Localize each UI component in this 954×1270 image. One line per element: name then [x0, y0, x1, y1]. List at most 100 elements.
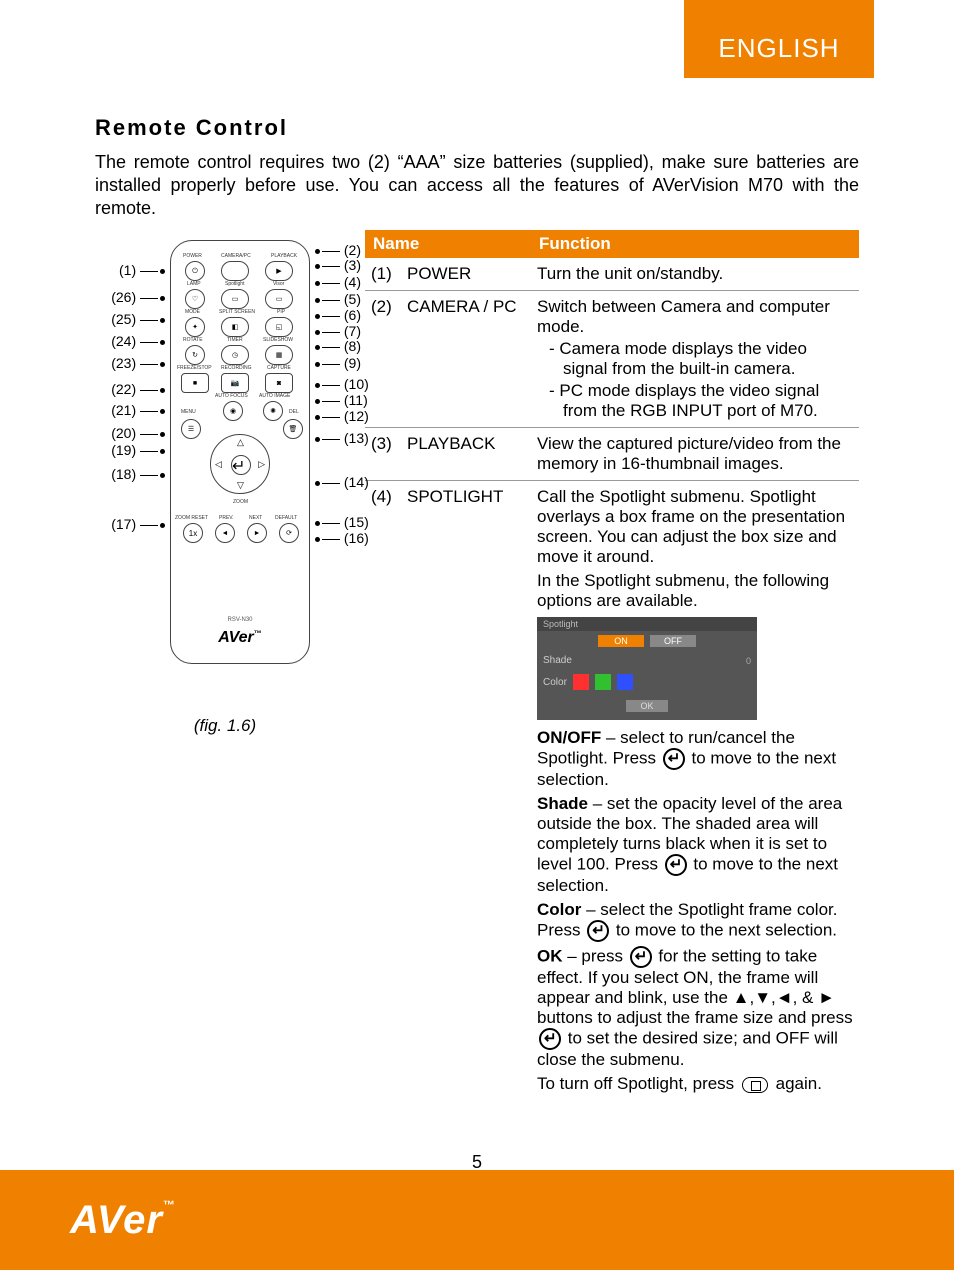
color-label: Color [537, 900, 581, 919]
callout-right: (5) [313, 291, 361, 307]
page-number: 5 [0, 1152, 954, 1173]
callout-right: (15) [313, 514, 369, 530]
callout-left: (17) [95, 516, 167, 532]
table-row: (2) CAMERA / PC Switch between Camera an… [365, 291, 859, 428]
row-name: POWER [401, 258, 531, 291]
callout-left: (18) [95, 466, 167, 482]
callout-left: (24) [95, 333, 167, 349]
callout-right: (14) [313, 474, 369, 490]
content-area: Remote Control The remote control requir… [95, 115, 859, 1104]
enter-icon: ↵ [231, 455, 251, 475]
callout-right: (8) [313, 338, 361, 354]
footer-logo: AVer™ [70, 1198, 176, 1243]
spotlight-ok-button: OK [626, 700, 667, 712]
rotate-icon: ↻ [185, 345, 205, 365]
camera-pc-icon [221, 261, 249, 281]
spotlight-on-pill: ON [598, 635, 644, 647]
spotlight-submenu: Spotlight ON OFF Shade 0 [537, 617, 757, 720]
lamp-icon: ♡ [185, 289, 205, 309]
callout-left: (20) [95, 425, 167, 441]
figure-caption: (fig. 1.6) [95, 716, 355, 736]
table-header-function: Function [531, 230, 859, 258]
spotlight-shade-value: 0 [746, 656, 751, 666]
row-func: Call the Spotlight submenu. Spotlight ov… [531, 481, 859, 1105]
pip-icon: ◱ [265, 317, 293, 337]
spotlight-shade-row: Shade 0 [537, 651, 757, 670]
enter-icon [587, 920, 609, 942]
callout-left: (1) [95, 262, 167, 278]
table-header-name: Name [365, 230, 531, 258]
callout-left: (26) [95, 289, 167, 305]
row-num: (2) [365, 291, 401, 428]
autoimage-icon: ✺ [263, 401, 283, 421]
callout-right: (16) [313, 530, 369, 546]
callout-right: (3) [313, 257, 361, 273]
row-num: (1) [365, 258, 401, 291]
mode-icon: ✦ [185, 317, 205, 337]
enter-icon [665, 854, 687, 876]
callout-left: (19) [95, 442, 167, 458]
del-icon: 🗑 [283, 419, 303, 439]
playback-icon: ▶ [265, 261, 293, 281]
ok-label: OK [537, 947, 563, 966]
callout-left: (21) [95, 402, 167, 418]
spotlight-color-label: Color [543, 677, 567, 688]
table-row: (4) SPOTLIGHT Call the Spotlight submenu… [365, 481, 859, 1105]
spotlight-icon: ▭ [221, 289, 249, 309]
dpad: ↵ △ ▽ ◁ ▷ [210, 434, 270, 494]
footer: 5 AVer™ [0, 1170, 954, 1270]
spotlight-title: Spotlight [537, 617, 757, 631]
row-name: SPOTLIGHT [401, 481, 531, 1105]
callout-right: (13) [313, 430, 369, 446]
callout-right: (12) [313, 408, 369, 424]
remote-figure: POWER CAMERA/PC PLAYBACK ⏻ ▶ LAMP Spotli… [95, 230, 355, 710]
function-table: Name Function (1) POWER Turn the unit on… [365, 230, 859, 1104]
autofocus-icon: ◉ [223, 401, 243, 421]
enter-icon [630, 946, 652, 968]
color-swatch [573, 674, 589, 690]
callout-right: (9) [313, 355, 361, 371]
slideshow-icon: ▦ [265, 345, 293, 365]
list-item: Camera mode displays the video signal fr… [549, 339, 853, 379]
callout-left: (22) [95, 381, 167, 397]
spotlight-button-icon [742, 1077, 768, 1093]
row-func: Turn the unit on/standby. [531, 258, 859, 291]
function-table-column: Name Function (1) POWER Turn the unit on… [365, 230, 859, 1104]
callout-left: (23) [95, 355, 167, 371]
enter-icon [663, 748, 685, 770]
callout-left: (25) [95, 311, 167, 327]
visor-icon: ▭ [265, 289, 293, 309]
onoff-label: ON/OFF [537, 728, 601, 747]
freeze-icon: ■ [181, 373, 209, 393]
timer-icon: ◷ [221, 345, 249, 365]
callout-right: (4) [313, 274, 361, 290]
row-func: Switch between Camera and computer mode.… [531, 291, 859, 428]
row-name: PLAYBACK [401, 428, 531, 481]
splitscreen-icon: ◧ [221, 317, 249, 337]
menu-icon: ☰ [181, 419, 201, 439]
callout-right: (6) [313, 307, 361, 323]
spotlight-off-pill: OFF [650, 635, 696, 647]
recording-icon: 📷 [221, 373, 249, 393]
default-icon: ⟳ [279, 523, 299, 543]
zoom-reset-icon: 1x [183, 523, 203, 543]
color-swatch [595, 674, 611, 690]
remote-figure-column: POWER CAMERA/PC PLAYBACK ⏻ ▶ LAMP Spotli… [95, 230, 355, 736]
spotlight-color-row: Color [537, 670, 757, 694]
row-func: View the captured picture/video from the… [531, 428, 859, 481]
row-num: (3) [365, 428, 401, 481]
callout-right: (11) [313, 392, 368, 408]
remote-sn: RSV-N30 [171, 617, 309, 623]
spotlight-onoff-row: ON OFF [537, 631, 757, 651]
row-num: (4) [365, 481, 401, 1105]
spotlight-shade-label: Shade [543, 655, 572, 666]
list-item: PC mode displays the video signal from t… [549, 381, 853, 421]
table-row: (1) POWER Turn the unit on/standby. [365, 258, 859, 291]
callout-right: (2) [313, 242, 361, 258]
shade-label: Shade [537, 794, 588, 813]
next-icon: ► [247, 523, 267, 543]
capture-icon: ◙ [265, 373, 293, 393]
section-title: Remote Control [95, 115, 859, 141]
enter-icon [539, 1028, 561, 1050]
page: ENGLISH Remote Control The remote contro… [0, 0, 954, 1270]
